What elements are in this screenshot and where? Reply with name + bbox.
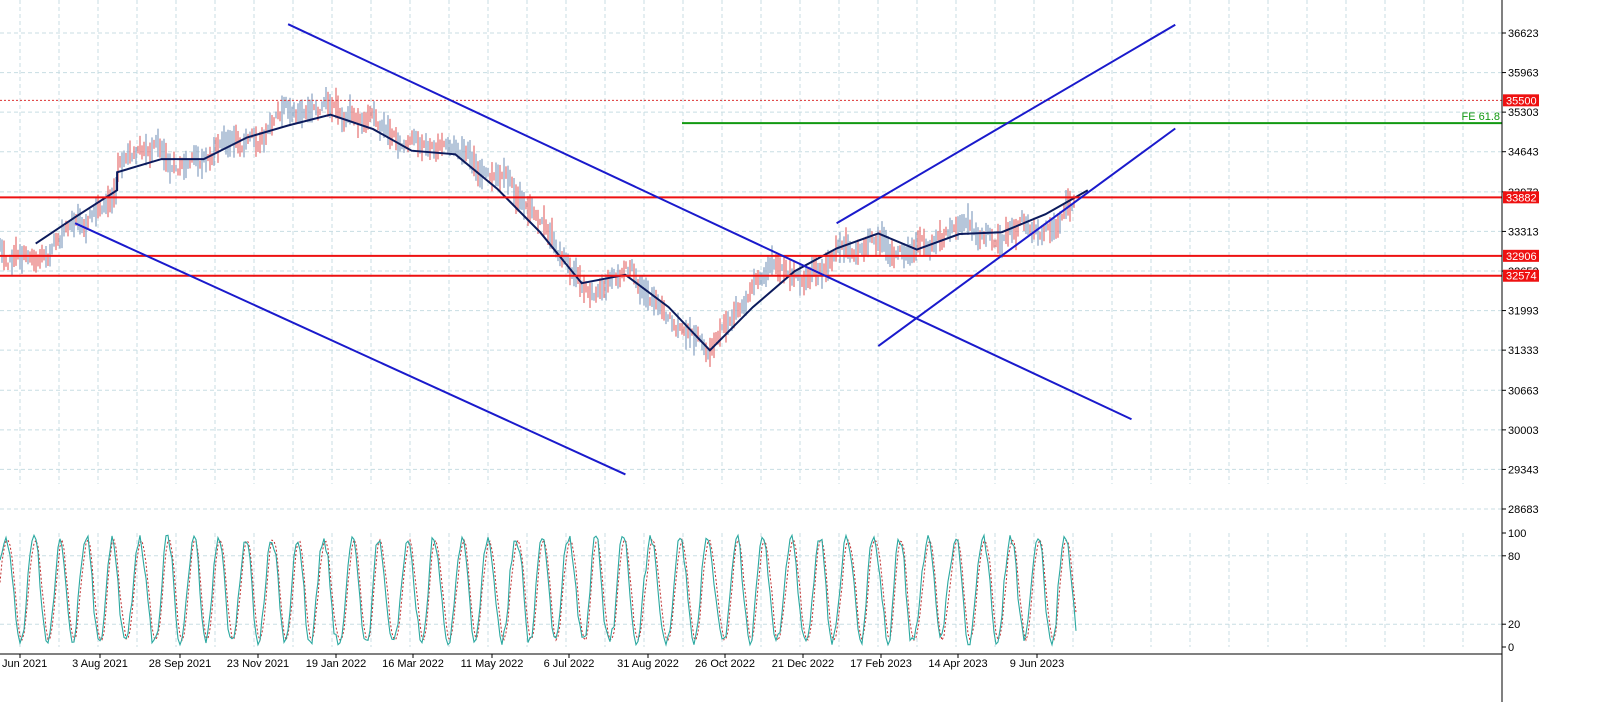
stochastic-oscillator [0, 533, 1077, 647]
price-label-35500: 35500 [1506, 95, 1537, 107]
osc-y-tick-label: 80 [1508, 551, 1520, 563]
x-tick-label: 28 Sep 2021 [149, 658, 211, 670]
osc-y-tick-label: 20 [1508, 619, 1520, 631]
y-tick-label: 36623 [1508, 28, 1539, 40]
price-label-box [1503, 249, 1539, 262]
price-labels: 33882 32906 32574 35500 [1503, 94, 1539, 283]
y-tick-label: 30663 [1508, 385, 1539, 397]
descending-channel-upper [287, 23, 1132, 421]
price-label-32906: 32906 [1506, 251, 1537, 263]
axes: 3662335963353033464333973333133265231993… [0, 0, 1539, 702]
stochastic-main-line [0, 533, 1077, 647]
moving-average [35, 113, 1089, 352]
x-tick-label: 19 Jan 2022 [306, 658, 367, 670]
osc-y-tick-label: 0 [1508, 642, 1514, 654]
fibonacci-label: FE 61.8 [1461, 111, 1500, 123]
price-label-33882: 33882 [1506, 192, 1537, 204]
x-tick-label: 21 Dec 2022 [772, 658, 834, 670]
y-tick-label: 34643 [1508, 147, 1539, 159]
y-tick-label: 35303 [1508, 107, 1539, 119]
moving-average-line [35, 113, 1089, 352]
x-tick-label: 6 Jul 2022 [544, 658, 595, 670]
y-tick-label: 35963 [1508, 68, 1539, 80]
y-tick-label: 28683 [1508, 504, 1539, 516]
x-tick-label: 14 Apr 2023 [928, 658, 987, 670]
price-label-box [1503, 94, 1539, 107]
x-tick-label: 16 Mar 2022 [382, 658, 444, 670]
price-label-box [1503, 191, 1539, 204]
x-tick-label: 31 Aug 2022 [617, 658, 679, 670]
y-tick-label: 31333 [1508, 345, 1539, 357]
candles [0, 87, 1075, 367]
y-tick-label: 30003 [1508, 425, 1539, 437]
ascending-channel-upper [836, 23, 1176, 225]
stochastic-signal-line [0, 537, 1077, 642]
osc-y-tick-label: 100 [1508, 528, 1526, 540]
support-levels: FE 61.8 [0, 99, 1502, 277]
x-tick-label: 23 Nov 2021 [227, 658, 289, 670]
x-tick-label: 3 Jun 2021 [0, 658, 47, 670]
x-tick-label: 26 Oct 2022 [695, 658, 755, 670]
price-label-box [1503, 269, 1539, 282]
x-tick-label: 9 Jun 2023 [1010, 658, 1064, 670]
y-tick-label: 29343 [1508, 464, 1539, 476]
x-tick-label: 11 May 2022 [461, 658, 524, 670]
descending-channel-lower [74, 222, 626, 476]
trendlines [74, 23, 1176, 476]
y-tick-label: 31993 [1508, 306, 1539, 318]
price-label-32574: 32574 [1506, 271, 1537, 283]
x-tick-label: 3 Aug 2021 [72, 658, 128, 670]
ascending-channel-lower [877, 127, 1176, 347]
x-tick-label: 17 Feb 2023 [850, 658, 912, 670]
y-tick-label: 33313 [1508, 226, 1539, 238]
